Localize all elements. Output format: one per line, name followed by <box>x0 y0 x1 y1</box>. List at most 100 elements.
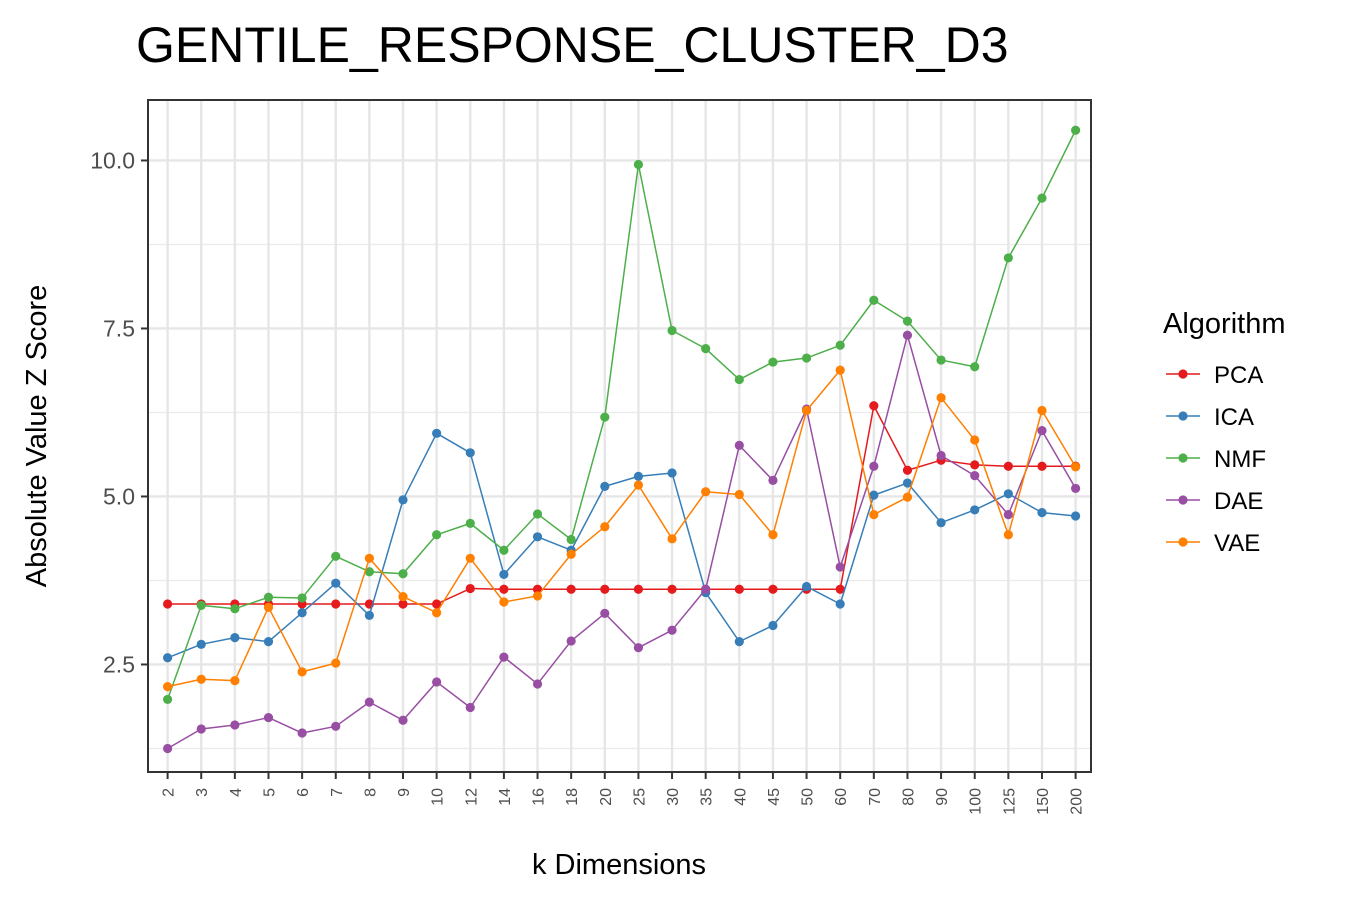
data-point-vae <box>465 553 475 563</box>
data-point-vae <box>297 667 307 677</box>
x-tick-label: 2 <box>161 788 178 797</box>
x-axis-title: k Dimensions <box>532 849 706 881</box>
data-point-pca <box>398 599 408 609</box>
data-point-vae <box>902 492 913 502</box>
x-tick-label: 8 <box>362 788 379 797</box>
data-point-vae <box>633 480 644 490</box>
chart-title: GENTILE_RESPONSE_CLUSTER_D3 <box>136 17 1009 73</box>
x-tick-label: 25 <box>631 788 648 806</box>
data-point-dae <box>230 720 240 730</box>
data-point-nmf <box>196 600 206 610</box>
x-tick-label: 35 <box>699 788 716 806</box>
data-point-dae <box>835 562 845 572</box>
data-point-nmf <box>398 569 408 579</box>
data-point-dae <box>465 702 475 713</box>
x-tick-label: 18 <box>564 788 581 806</box>
legend-label: VAE <box>1214 530 1260 557</box>
x-tick-label: 40 <box>732 788 749 806</box>
series-line-pca <box>167 405 1076 605</box>
data-point-pca <box>465 583 475 594</box>
x-tick-label: 4 <box>228 788 245 797</box>
legend-item-dae: DAE <box>1166 488 1263 515</box>
data-point-pca <box>869 401 879 411</box>
data-point-ica <box>835 599 845 609</box>
data-point-nmf <box>566 534 576 545</box>
data-point-dae <box>297 728 307 738</box>
data-point-nmf <box>633 159 644 170</box>
data-point-dae <box>970 471 980 481</box>
plot-border <box>147 99 1092 773</box>
data-point-ica <box>869 490 879 500</box>
legend-key-point <box>1178 453 1188 463</box>
data-point-dae <box>768 475 778 485</box>
data-point-ica <box>331 578 341 588</box>
data-point-nmf <box>701 344 711 354</box>
y-tick-label: 7.5 <box>103 315 135 341</box>
data-point-nmf <box>465 518 475 528</box>
data-point-pca <box>163 599 173 609</box>
data-point-nmf <box>835 340 845 350</box>
data-point-pca <box>734 584 744 594</box>
data-point-ica <box>902 478 913 488</box>
data-point-dae <box>364 697 374 707</box>
data-point-ica <box>1071 511 1081 521</box>
data-point-ica <box>1003 489 1013 499</box>
data-point-nmf <box>936 355 946 365</box>
data-point-vae <box>701 487 711 497</box>
y-tick-label: 5.0 <box>103 483 135 509</box>
legend-item-vae: VAE <box>1166 530 1260 557</box>
x-tick-label: 125 <box>1001 788 1018 815</box>
data-point-ica <box>465 448 475 458</box>
data-point-vae <box>1003 530 1013 540</box>
data-point-ica <box>163 653 173 663</box>
data-point-vae <box>801 405 812 416</box>
data-point-pca <box>1037 461 1047 471</box>
data-point-dae <box>499 652 509 662</box>
data-point-ica <box>499 569 509 580</box>
x-tick-label: 12 <box>463 788 480 806</box>
data-point-ica <box>801 581 812 592</box>
x-tick-label: 70 <box>867 788 884 806</box>
data-point-ica <box>532 532 543 542</box>
series-vae <box>163 365 1081 692</box>
data-point-nmf <box>600 412 610 422</box>
data-point-vae <box>869 510 879 520</box>
data-point-nmf <box>331 551 341 561</box>
data-point-ica <box>263 637 274 647</box>
data-point-pca <box>835 584 845 594</box>
data-point-dae <box>734 440 744 451</box>
data-point-vae <box>532 591 543 601</box>
data-point-vae <box>331 658 341 668</box>
legend-label: DAE <box>1214 488 1263 515</box>
data-point-pca <box>566 584 576 594</box>
x-tick-label: 100 <box>968 788 985 815</box>
x-tick-label: 3 <box>194 788 211 797</box>
data-point-vae <box>566 549 576 559</box>
series-lines <box>163 125 1081 754</box>
data-point-ica <box>768 620 778 631</box>
data-point-vae <box>768 530 778 540</box>
data-point-nmf <box>263 592 274 602</box>
data-point-ica <box>432 428 442 438</box>
data-point-ica <box>230 633 240 643</box>
data-point-dae <box>263 712 274 723</box>
data-point-ica <box>936 518 946 528</box>
data-point-vae <box>432 608 442 618</box>
data-point-vae <box>1071 462 1081 472</box>
data-point-dae <box>432 677 442 687</box>
data-point-nmf <box>532 509 543 519</box>
data-point-vae <box>835 365 845 375</box>
data-point-nmf <box>499 545 509 555</box>
legend-label: NMF <box>1214 446 1266 473</box>
data-point-vae <box>398 592 408 602</box>
x-tick-label: 30 <box>665 788 682 806</box>
data-point-nmf <box>297 593 307 603</box>
data-point-nmf <box>163 694 173 705</box>
series-line-nmf <box>166 129 1077 700</box>
x-tick-label: 80 <box>900 788 917 806</box>
data-point-nmf <box>432 530 442 540</box>
data-point-nmf <box>734 374 744 385</box>
data-point-pca <box>1003 461 1013 471</box>
data-point-dae <box>1037 426 1047 436</box>
data-point-vae <box>970 435 980 445</box>
